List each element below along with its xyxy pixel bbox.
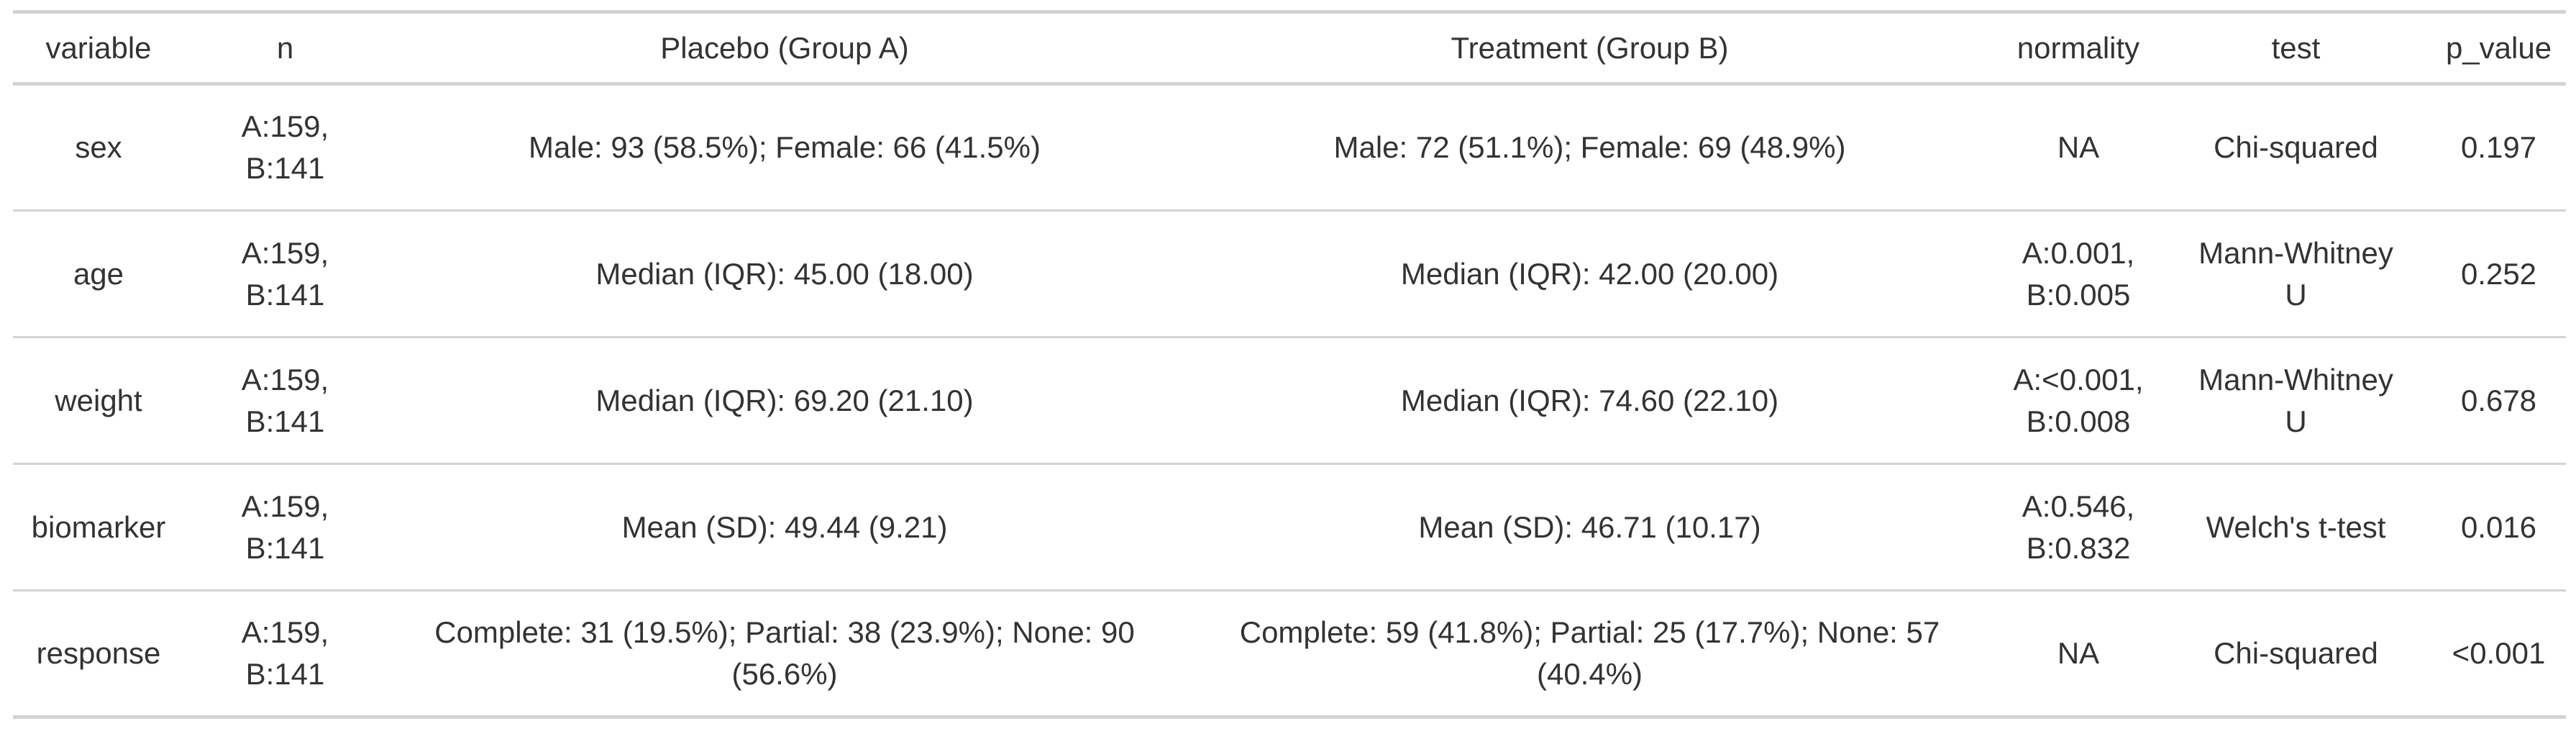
table-cell: A:159, B:141 xyxy=(184,337,386,465)
table-row: response A:159, B:141 Complete: 31 (19.5%)… xyxy=(13,590,2566,719)
column-header: test xyxy=(2160,10,2431,86)
table-cell: response xyxy=(13,590,184,719)
column-header: n xyxy=(184,10,386,86)
table-cell: A:159, B:141 xyxy=(184,590,386,719)
table-cell: 0.678 xyxy=(2431,337,2566,465)
table-cell: Welch's t-test xyxy=(2160,463,2431,592)
table-cell: Male: 93 (58.5%); Female: 66 (41.5%) xyxy=(386,83,1183,212)
column-header: variable xyxy=(13,10,184,86)
table-cell: Complete: 31 (19.5%); Partial: 38 (23.9%… xyxy=(386,590,1183,719)
column-header: Treatment (Group B) xyxy=(1183,10,1996,86)
table-cell: Mean (SD): 49.44 (9.21) xyxy=(386,463,1183,592)
table-row: sex A:159, B:141 Male: 93 (58.5%); Female:… xyxy=(13,83,2566,212)
table-cell: <0.001 xyxy=(2431,590,2566,719)
table-header: variable n Placebo (Group A) Treatment (Gro… xyxy=(13,10,2566,86)
table-cell: A:0.546, B:0.832 xyxy=(1996,463,2160,592)
table-cell: Median (IQR): 45.00 (18.00) xyxy=(386,210,1183,338)
table-cell: NA xyxy=(1996,83,2160,212)
table-row: age A:159, B:141 Median (IQR): 45.00 (18.0… xyxy=(13,210,2566,338)
table-body: sex A:159, B:141 Male: 93 (58.5%); Female:… xyxy=(13,83,2566,719)
header-row: variable n Placebo (Group A) Treatment (Gro… xyxy=(13,10,2566,86)
table-cell: 0.197 xyxy=(2431,83,2566,212)
table-row: biomarker A:159, B:141 Mean (SD): 49.44 (9… xyxy=(13,463,2566,592)
table-cell: A:159, B:141 xyxy=(184,210,386,338)
table-cell: Chi-squared xyxy=(2160,83,2431,212)
table-cell: Mean (SD): 46.71 (10.17) xyxy=(1183,463,1996,592)
table-cell: NA xyxy=(1996,590,2160,719)
table-cell: Chi-squared xyxy=(2160,590,2431,719)
table-cell: sex xyxy=(13,83,184,212)
table-cell: Complete: 59 (41.8%); Partial: 25 (17.7%… xyxy=(1183,590,1996,719)
table-cell: biomarker xyxy=(13,463,184,592)
table-cell: Median (IQR): 74.60 (22.10) xyxy=(1183,337,1996,465)
summary-table: variable n Placebo (Group A) Treatment (Gro… xyxy=(13,10,2566,719)
table-cell: A:<0.001, B:0.008 xyxy=(1996,337,2160,465)
table-cell: Median (IQR): 69.20 (21.10) xyxy=(386,337,1183,465)
table-cell: Mann-Whitney U xyxy=(2160,210,2431,338)
table-row: weight A:159, B:141 Median (IQR): 69.20 (2… xyxy=(13,337,2566,465)
table-cell: Median (IQR): 42.00 (20.00) xyxy=(1183,210,1996,338)
table-cell: Male: 72 (51.1%); Female: 69 (48.9%) xyxy=(1183,83,1996,212)
table-cell: weight xyxy=(13,337,184,465)
column-header: p_value xyxy=(2431,10,2566,86)
column-header: normality xyxy=(1996,10,2160,86)
column-header: Placebo (Group A) xyxy=(386,10,1183,86)
table-cell: 0.016 xyxy=(2431,463,2566,592)
table-cell: A:159, B:141 xyxy=(184,463,386,592)
table-cell: age xyxy=(13,210,184,338)
table-cell: A:159, B:141 xyxy=(184,83,386,212)
table-cell: 0.252 xyxy=(2431,210,2566,338)
table-cell: Mann-Whitney U xyxy=(2160,337,2431,465)
table-cell: A:0.001, B:0.005 xyxy=(1996,210,2160,338)
